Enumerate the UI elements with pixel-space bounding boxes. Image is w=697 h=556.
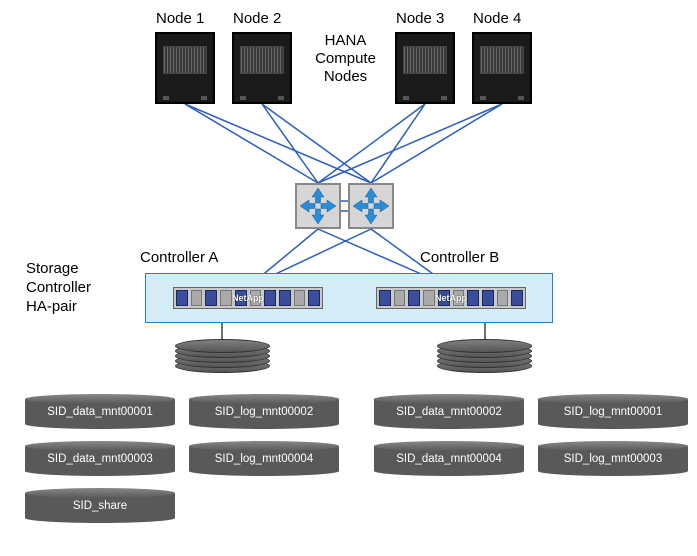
node4-label: Node 4 (473, 10, 521, 27)
volume-sid-data-mnt00001: SID_data_mnt00001 (25, 394, 175, 429)
volume-sid-log-mnt00001: SID_log_mnt00001 (538, 394, 688, 429)
volume-sid-log-mnt00002: SID_log_mnt00002 (189, 394, 339, 429)
switch-2 (348, 183, 394, 229)
controller-b-unit: NetApp (376, 287, 526, 309)
server-node4 (472, 32, 532, 104)
disk-stack-b (437, 339, 532, 374)
compute-title: HANA Compute Nodes (308, 32, 383, 86)
volume-sid-log-mnt00004: SID_log_mnt00004 (189, 441, 339, 476)
volume-sid-data-mnt00004: SID_data_mnt00004 (374, 441, 524, 476)
volume-sid-data-mnt00003: SID_data_mnt00003 (25, 441, 175, 476)
volume-sid-share: SID_share (25, 488, 175, 523)
disk-stack-a (175, 339, 270, 374)
switch-1 (295, 183, 341, 229)
storage-ha-label: Storage Controller HA-pair (26, 260, 91, 316)
server-node1 (155, 32, 215, 104)
controller-a-label: Controller A (140, 249, 218, 266)
node2-label: Node 2 (233, 10, 281, 27)
node3-label: Node 3 (396, 10, 444, 27)
server-node3 (395, 32, 455, 104)
server-node2 (232, 32, 292, 104)
volume-sid-data-mnt00002: SID_data_mnt00002 (374, 394, 524, 429)
controller-b-label: Controller B (420, 249, 499, 266)
volume-sid-log-mnt00003: SID_log_mnt00003 (538, 441, 688, 476)
node1-label: Node 1 (156, 10, 204, 27)
controller-a-unit: NetApp (173, 287, 323, 309)
